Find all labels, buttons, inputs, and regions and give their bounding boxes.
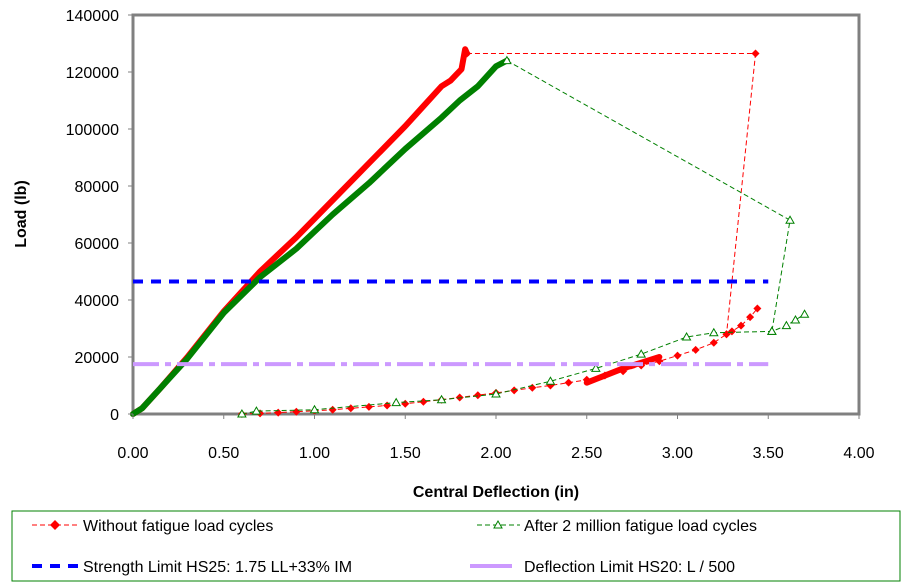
data-point [473,391,482,400]
data-point [746,313,755,322]
data-point [419,397,428,406]
data-point [767,326,777,335]
x-tick-label: 3.50 [753,445,784,462]
data-point [681,332,692,341]
data-point [709,338,718,347]
data-point [753,304,762,313]
x-tick-label: 2.50 [571,445,602,462]
data-point [510,386,519,395]
x-tick-label: 1.50 [390,445,421,462]
x-tick-label: 0.00 [117,445,148,462]
triangle-marker-icon [493,519,503,529]
series-line-dashed [241,313,805,415]
axis-layer: 0.00 0.50 1.00 1.50 2.00 2.50 3.00 3.50 4.00 0 200… [66,8,875,462]
y-tick-label: 80000 [75,179,120,196]
data-point [391,397,402,407]
series-layer [130,46,810,418]
series-line-dashed [506,60,791,332]
x-axis-title: Central Deflection (in) [413,484,579,501]
legend: Without fatigue load cycles After 2 mill… [11,510,901,582]
data-point [582,375,591,384]
diamond-marker-icon [50,520,60,530]
data-point [691,345,700,354]
legend-item-without-fatigue: Without fatigue load cycles [32,518,273,535]
data-point [590,363,601,372]
series-line-dense [130,57,510,417]
data-point [708,327,719,337]
legend-label: After 2 million fatigue load cycles [524,518,757,535]
data-point [790,314,801,324]
legend-label: Strength Limit HS25: 1.75 LL+33% IM [83,559,352,576]
data-point [636,349,647,358]
data-point [600,371,609,380]
y-tick-label: 120000 [66,65,119,82]
data-point [564,378,573,387]
data-point [781,320,792,330]
legend-item-strength-limit: Strength Limit HS25: 1.75 LL+33% IM [32,559,352,576]
data-point [799,309,810,318]
data-point [737,321,746,330]
y-tick-label: 140000 [66,8,119,25]
data-point [751,49,760,58]
data-point [462,49,471,58]
legend-item-after-fatigue: After 2 million fatigue load cycles [477,518,757,535]
data-point [251,406,262,415]
data-point [785,215,795,224]
y-tick-label: 20000 [75,350,120,367]
data-point [237,408,247,418]
legend-label: Deflection Limit HS20: L / 500 [524,559,735,576]
legend-box [11,510,901,582]
y-tick-label: 0 [110,407,119,424]
x-tick-label: 3.00 [662,445,693,462]
data-point [491,389,501,398]
legend-item-deflection-limit: Deflection Limit HS20: L / 500 [470,559,735,576]
y-tick-label: 100000 [66,122,119,139]
legend-label: Without fatigue load cycles [83,518,273,535]
data-point [309,404,320,414]
data-point [619,367,628,376]
x-tick-label: 4.00 [843,445,874,462]
plot-area [131,13,861,416]
data-point [727,327,736,336]
y-tick-label: 60000 [75,236,120,253]
series-line-dashed [241,308,758,415]
x-tick-label: 2.00 [480,445,511,462]
series-1 [130,55,810,418]
data-point [673,351,682,360]
x-tick-label: 1.00 [299,445,330,462]
data-point [502,55,512,65]
x-tick-label: 0.50 [208,445,239,462]
y-axis-title: Load (lb) [13,180,30,248]
y-tick-label: 40000 [75,293,120,310]
data-point [545,376,556,385]
data-point [328,405,337,414]
data-point [436,394,447,404]
